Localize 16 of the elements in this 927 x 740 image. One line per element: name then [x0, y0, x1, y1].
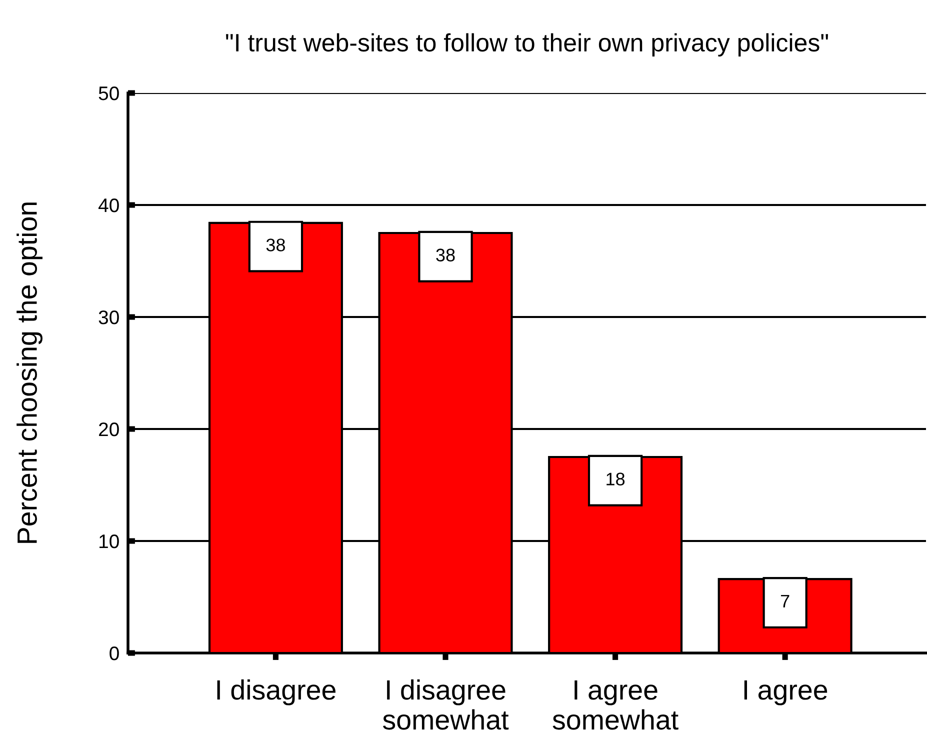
- x-tick-label: I agree somewhat: [552, 680, 678, 730]
- y-tick-label: 40: [98, 198, 119, 212]
- data-label: 38: [266, 238, 285, 252]
- x-tick-label: I agree: [744, 680, 828, 706]
- y-axis-title: Percent choosing the option: [16, 202, 42, 543]
- data-label: 18: [606, 472, 625, 486]
- data-label: 7: [780, 594, 790, 608]
- y-tick-label: 20: [99, 422, 119, 436]
- chart-title: "I trust web-sites to follow to their own privacy policies": [226, 33, 828, 57]
- y-tick-label: 50: [98, 86, 119, 100]
- y-tick-label: 0: [110, 646, 119, 660]
- y-tick-label: 30: [98, 310, 119, 324]
- x-tick-label: I disagree: [217, 679, 336, 706]
- x-tick-label: I disagree somewhat: [382, 679, 509, 730]
- data-label: 38: [436, 248, 455, 262]
- y-tick-label: 10: [100, 534, 119, 548]
